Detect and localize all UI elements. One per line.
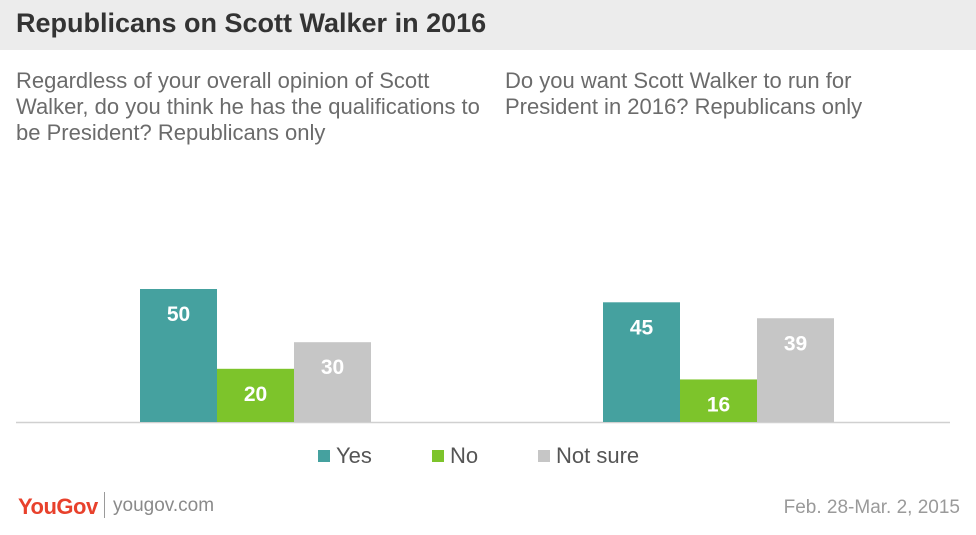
legend-label-not-sure: Not sure [556, 443, 640, 468]
yougov-logo: YouGov [18, 494, 98, 519]
bar-label-chart2-yes: 45 [630, 316, 654, 339]
chart-1-question: Regardless of your overall opinion of Sc… [16, 68, 480, 145]
legend-label-no: No [450, 443, 479, 468]
legend-item-no: No [432, 443, 478, 469]
title-bar: Republicans on Scott Walker in 2016 [0, 0, 976, 50]
bar-chart2-no [680, 379, 757, 422]
legend-swatch-no [432, 450, 444, 462]
footer-site[interactable]: yougov.com [113, 495, 215, 516]
legend-swatch-not-sure [538, 450, 550, 462]
bar-chart1-yes [140, 289, 217, 422]
legend-swatch-yes [318, 450, 330, 462]
bar-chart1-no [217, 368, 294, 422]
bar-label-chart1-yes: 50 [167, 303, 190, 326]
bar-chart2-not-sure [757, 318, 834, 422]
page-title: Republicans on Scott Walker in 2016 [16, 8, 487, 38]
survey-date: Feb. 28-Mar. 2, 2015 [783, 497, 960, 518]
bar-label-chart1-no: 20 [244, 383, 267, 406]
footer-divider [104, 492, 105, 518]
legend: Yes No Not sure [0, 443, 976, 471]
bar-label-chart2-no: 16 [707, 393, 730, 416]
legend-item-yes: Yes [318, 443, 372, 469]
bar-chart2-yes [603, 302, 680, 422]
chart-2-question: Do you want Scott Walker to run for Pres… [505, 68, 863, 119]
bar-label-chart1-not-sure: 30 [321, 356, 344, 379]
legend-label-yes: Yes [336, 443, 372, 468]
bar-chart1-not-sure [294, 342, 371, 422]
legend-item-not-sure: Not sure [538, 443, 639, 469]
bar-label-chart2-not-sure: 39 [784, 332, 807, 355]
